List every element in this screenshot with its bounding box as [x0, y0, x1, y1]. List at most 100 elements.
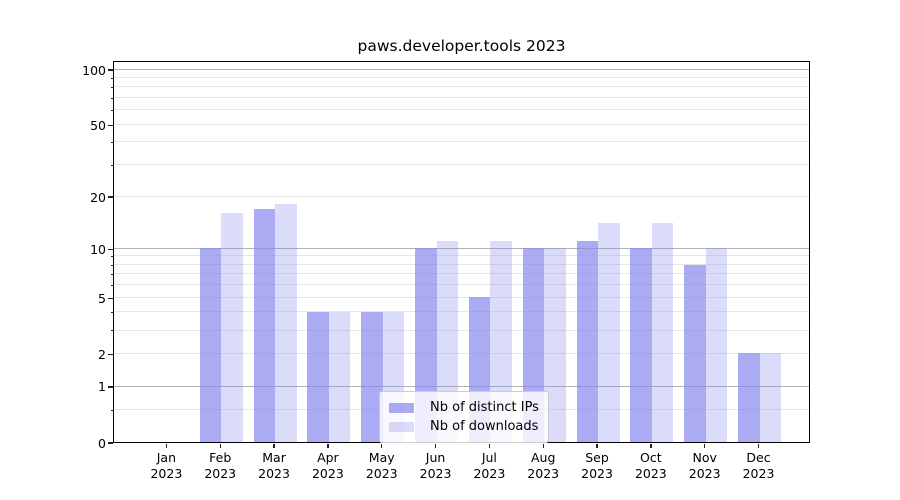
y-tick-label: 20 — [90, 189, 106, 205]
y-minor-tick-mark — [110, 98, 113, 100]
x-tick-month: May — [368, 450, 395, 465]
distinct-ips-label: Nb of distinct IPs — [430, 400, 539, 415]
downloads-swatch — [389, 421, 414, 432]
minor-gridline — [114, 284, 809, 286]
minor-gridline — [114, 296, 809, 298]
minor-gridline — [114, 273, 809, 275]
legend: Nb of distinct IPs Nb of downloads — [379, 391, 549, 443]
bar-downloads-feb — [221, 213, 243, 442]
x-tick-mark — [488, 444, 491, 448]
x-tick-month: Nov — [692, 450, 717, 465]
x-tick-year: 2023 — [258, 466, 290, 481]
x-tick-year: 2023 — [581, 466, 613, 481]
y-tick-mark — [108, 386, 113, 388]
x-tick-label: Jul 2023 — [461, 450, 517, 482]
x-tick-month: Jan — [156, 450, 177, 465]
bar-distinct-ips-oct — [630, 248, 652, 442]
distinct-ips-swatch — [389, 402, 414, 413]
x-tick-mark — [273, 444, 275, 448]
bar-downloads-mar — [275, 204, 297, 442]
x-tick-month: Sep — [585, 450, 609, 465]
minor-gridline — [114, 123, 809, 125]
y-tick-label: 100 — [82, 62, 106, 78]
minor-gridline — [114, 164, 809, 166]
y-tick-mark — [108, 248, 113, 250]
y-minor-tick-mark — [110, 353, 113, 355]
x-tick-year: 2023 — [311, 466, 344, 481]
x-tick-month: Dec — [746, 450, 771, 465]
y-tick-label: 2 — [98, 346, 106, 362]
y-minor-tick-mark — [110, 110, 113, 112]
x-tick-mark — [704, 444, 706, 448]
x-tick-mark — [327, 444, 329, 448]
x-tick-label: Dec 2023 — [731, 450, 787, 482]
chart-title: paws.developer.tools 2023 — [357, 37, 566, 55]
y-minor-tick-mark — [110, 78, 113, 80]
minor-gridline — [114, 77, 809, 79]
bar-downloads-nov — [705, 248, 728, 442]
minor-gridline — [114, 86, 809, 88]
minor-gridline — [114, 141, 809, 143]
bar-distinct-ips-mar — [253, 208, 276, 442]
x-tick-year: 2023 — [742, 466, 775, 481]
bar-downloads-apr — [328, 312, 351, 442]
x-tick-mark — [596, 444, 598, 448]
x-tick-year: 2023 — [204, 466, 237, 481]
bar-distinct-ips-dec — [738, 353, 760, 442]
bar-downloads-dec — [759, 353, 782, 442]
minor-gridline — [114, 311, 809, 313]
y-minor-tick-mark — [110, 87, 113, 89]
minor-gridline — [114, 255, 809, 257]
y-minor-tick-mark — [110, 285, 113, 287]
x-tick-year: 2023 — [365, 466, 398, 481]
x-tick-label: Nov 2023 — [677, 450, 733, 482]
major-gridline — [114, 247, 809, 249]
x-tick-year: 2023 — [634, 466, 667, 481]
y-tick-label: 5 — [98, 290, 106, 306]
x-tick-month: Oct — [640, 450, 662, 465]
x-tick-mark — [757, 444, 760, 448]
minor-gridline — [114, 97, 809, 99]
y-tick-label: 10 — [90, 241, 106, 257]
legend-row-distinct-ips: Nb of distinct IPs — [389, 398, 539, 417]
x-tick-mark — [650, 444, 652, 448]
bar-distinct-ips-feb — [199, 248, 222, 442]
y-minor-tick-mark — [110, 196, 113, 198]
x-tick-mark — [542, 444, 544, 448]
y-minor-tick-mark — [110, 142, 113, 144]
y-tick-label: 1 — [98, 379, 106, 395]
legend-row-downloads: Nb of downloads — [389, 417, 539, 436]
y-tick-label: 50 — [90, 117, 106, 133]
downloads-label: Nb of downloads — [430, 419, 539, 434]
y-tick-mark — [108, 69, 113, 71]
y-minor-tick-mark — [110, 274, 113, 276]
x-tick-mark — [165, 444, 168, 448]
minor-gridline — [114, 195, 809, 197]
x-tick-month: Apr — [317, 450, 339, 465]
x-tick-year: 2023 — [527, 466, 560, 481]
minor-gridline — [114, 329, 809, 331]
x-tick-mark — [219, 444, 221, 448]
x-tick-label: Jun 2023 — [408, 450, 464, 482]
y-minor-tick-mark — [110, 409, 113, 411]
bar-distinct-ips-apr — [307, 312, 329, 442]
plot-area: Nb of distinct IPs Nb of downloads — [113, 61, 810, 443]
bar-downloads-sep — [598, 223, 620, 442]
x-tick-year: 2023 — [150, 466, 183, 481]
bar-distinct-ips-may — [361, 312, 383, 442]
x-tick-month: Feb — [209, 450, 232, 465]
bar-distinct-ips-sep — [576, 241, 599, 442]
x-tick-month: Jul — [481, 450, 497, 465]
x-tick-mark — [434, 444, 437, 448]
y-tick-label: 0 — [98, 435, 106, 451]
major-gridline — [114, 68, 809, 70]
y-tick-mark — [108, 442, 113, 444]
bar-distinct-ips-nov — [684, 264, 706, 442]
x-tick-year: 2023 — [473, 466, 506, 481]
x-tick-label: Oct 2023 — [623, 450, 679, 482]
major-gridline — [114, 385, 809, 387]
x-tick-label: Jan 2023 — [138, 450, 194, 482]
y-minor-tick-mark — [110, 124, 113, 126]
bar-downloads-aug — [544, 248, 566, 442]
x-tick-label: Feb 2023 — [192, 450, 248, 482]
